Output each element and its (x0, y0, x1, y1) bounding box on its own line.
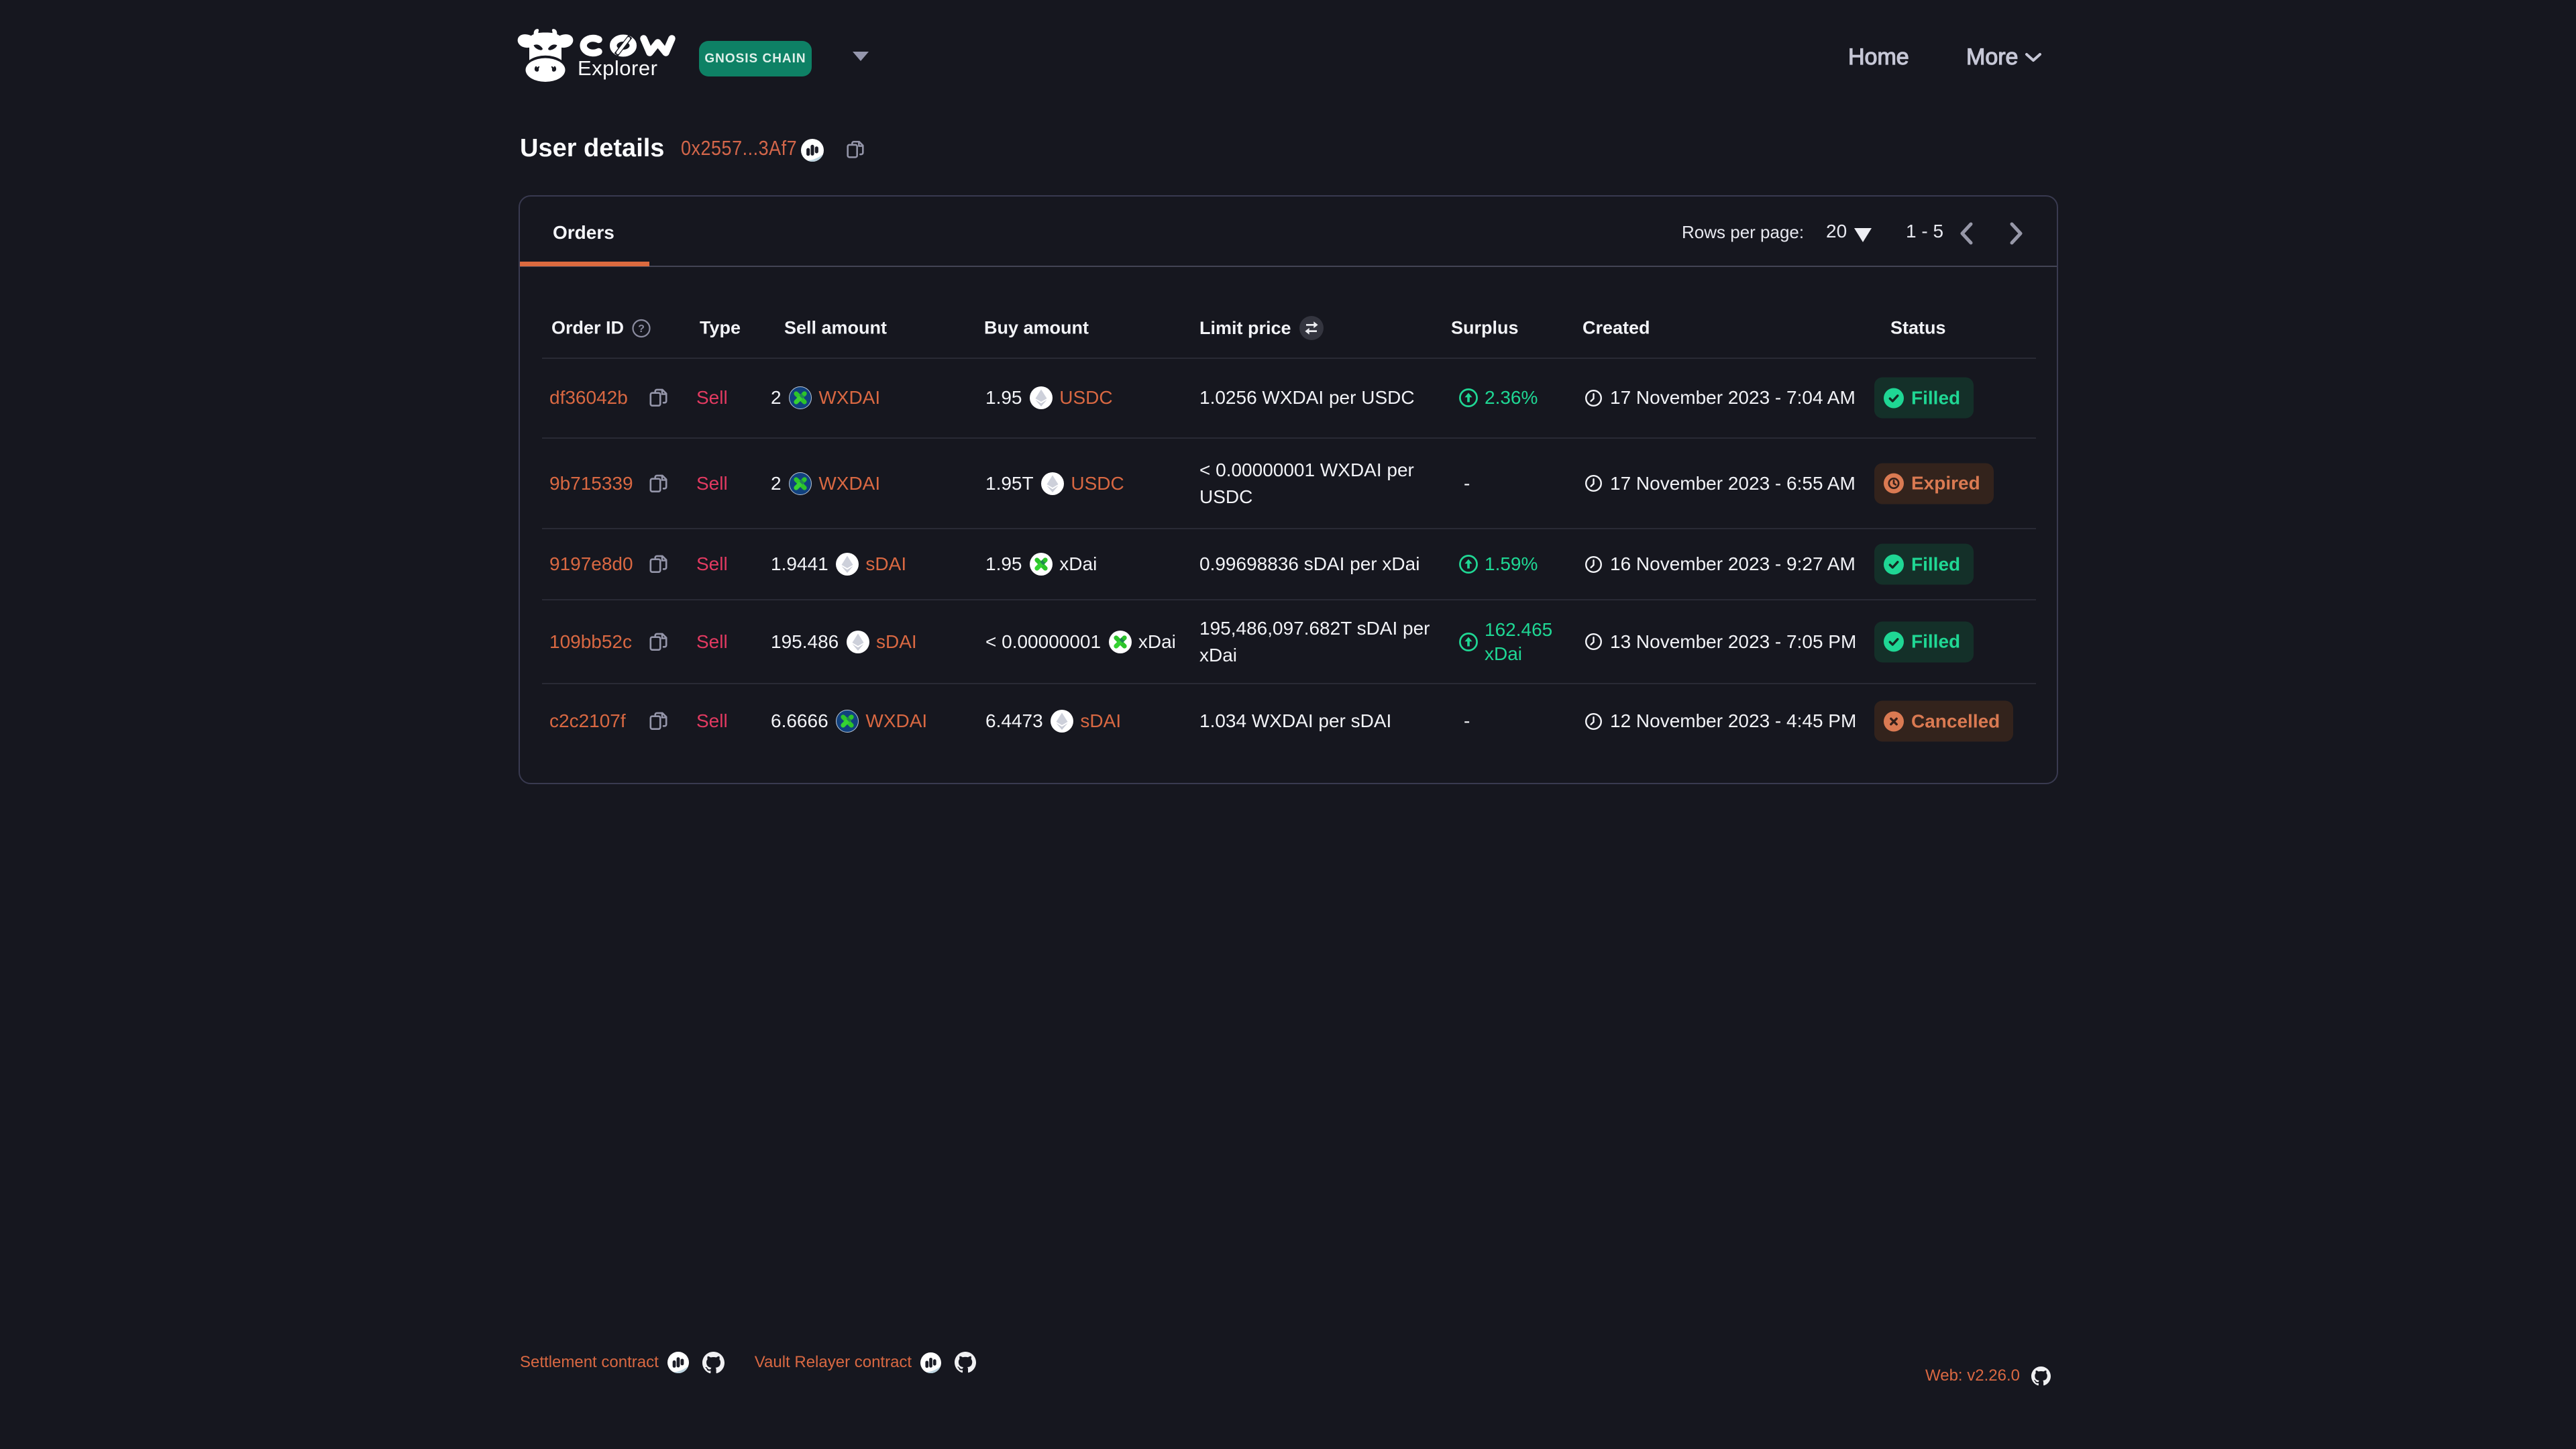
svg-text:?: ? (638, 323, 645, 335)
